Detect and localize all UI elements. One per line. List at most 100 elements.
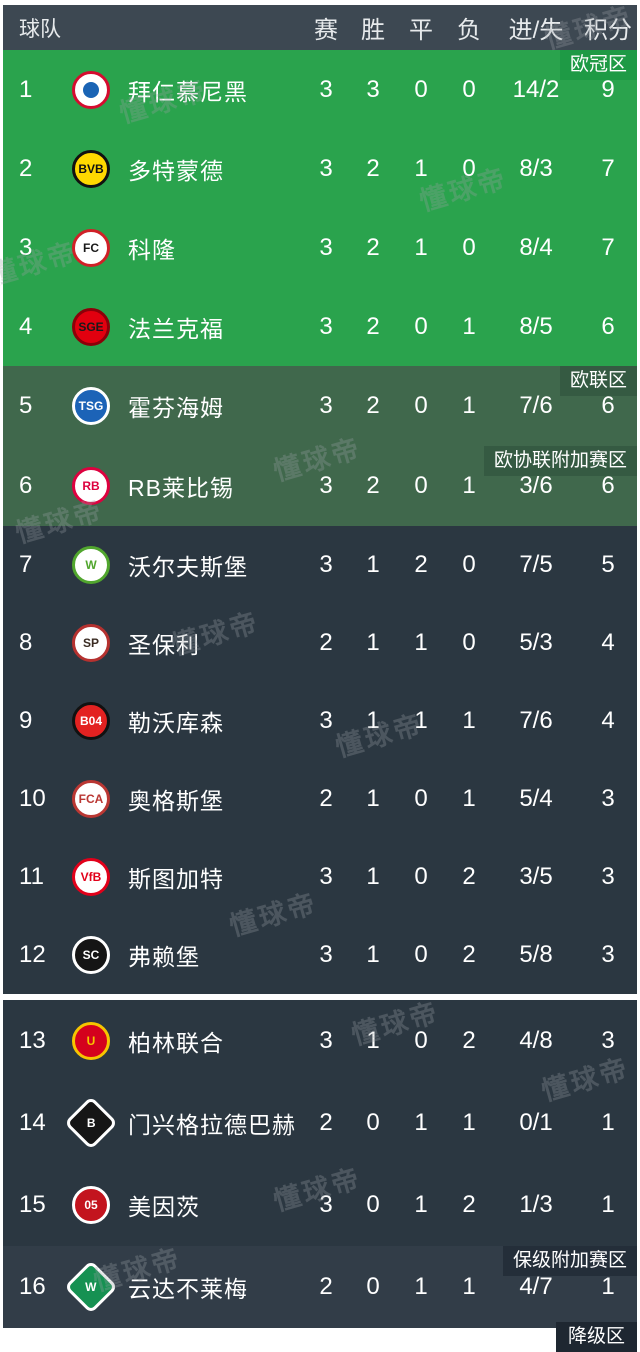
stat-lost: 1 (462, 785, 476, 812)
rank: 14 (19, 1109, 46, 1136)
zone-badge: 欧冠区 (559, 50, 637, 80)
table-row[interactable]: 10 FCA 奥格斯堡 2 1 0 1 5/4 3 (3, 760, 637, 838)
stat-points: 9 (601, 75, 615, 103)
stat-drawn: 1 (414, 154, 428, 182)
stat-lost: 1 (462, 472, 476, 499)
table-row[interactable]: 保级附加赛区 16 W 云达不莱梅 2 0 1 1 4/7 1 (3, 1246, 637, 1328)
table-body: 欧冠区 1 拜仁慕尼黑 3 3 0 0 14/2 9 2 BVB 多特蒙德 3 2 1 0 8/3 7 3 FC 科隆 3… (3, 50, 637, 1328)
stat-played: 3 (319, 1191, 333, 1218)
stat-played: 3 (319, 941, 333, 968)
logo-text: SGE (78, 319, 104, 334)
stat-points: 4 (601, 707, 615, 734)
team-logo: SP (72, 624, 110, 662)
stat-goals: 0/1 (519, 1109, 553, 1136)
stat-goals: 1/3 (519, 1191, 553, 1218)
stat-goals: 8/5 (519, 312, 553, 340)
zone-badge: 欧联区 (559, 366, 637, 396)
team-logo: VfB (72, 858, 110, 896)
stat-won: 1 (366, 551, 380, 578)
stat-won: 3 (366, 75, 380, 103)
stat-lost: 2 (462, 941, 476, 968)
stat-won: 2 (366, 233, 380, 261)
stat-won: 2 (366, 312, 380, 340)
stat-drawn: 0 (414, 1027, 428, 1054)
team-logo: TSG (72, 387, 110, 425)
header-won: 胜 (361, 17, 385, 44)
rank: 3 (19, 233, 33, 261)
stat-drawn: 1 (414, 707, 428, 734)
table-row[interactable]: 3 FC 科隆 3 2 1 0 8/4 7 (3, 208, 637, 287)
stat-lost: 0 (462, 551, 476, 578)
logo-text: BVB (78, 161, 104, 176)
table-row[interactable]: 13 U 柏林联合 3 1 0 2 4/8 3 (3, 1000, 637, 1082)
stat-lost: 1 (462, 1109, 476, 1136)
stat-lost: 0 (462, 75, 476, 103)
stat-lost: 0 (462, 629, 476, 656)
table-row[interactable]: 欧联区 5 TSG 霍芬海姆 3 2 0 1 7/6 6 (3, 366, 637, 446)
stat-points: 3 (601, 785, 615, 812)
stat-played: 3 (319, 707, 333, 734)
stat-drawn: 0 (414, 75, 428, 103)
stat-won: 1 (366, 1027, 380, 1054)
league-table: 球队 赛 胜 平 负 进/失 积分 欧冠区 1 拜仁慕尼黑 3 3 0 0 14/2 9 2 BVB… (3, 5, 637, 1328)
stat-goals: 7/5 (519, 551, 553, 578)
table-row[interactable]: 2 BVB 多特蒙德 3 2 1 0 8/3 7 (3, 129, 637, 208)
rank: 7 (19, 551, 33, 578)
stat-drawn: 0 (414, 312, 428, 340)
logo-text: FCA (78, 792, 104, 806)
table-row[interactable]: 12 SC 弗赖堡 3 1 0 2 5/8 3 (3, 916, 637, 994)
logo-inner-shape (83, 81, 99, 98)
team-logo: FC (72, 228, 110, 267)
team-logo (72, 70, 110, 109)
stat-won: 2 (366, 472, 380, 499)
stat-goals: 8/3 (519, 154, 553, 182)
stat-goals: 5/4 (519, 785, 553, 812)
stat-drawn: 0 (414, 863, 428, 890)
stat-goals: 5/8 (519, 941, 553, 968)
rank: 12 (19, 941, 46, 968)
stat-goals: 14/2 (512, 75, 560, 103)
stat-played: 2 (319, 1109, 333, 1136)
stat-points: 5 (601, 551, 615, 578)
team-logo: 05 (72, 1186, 110, 1224)
table-row[interactable]: 9 B04 勒沃库森 3 1 1 1 7/6 4 (3, 682, 637, 760)
team-logo: U (72, 1022, 110, 1060)
stat-goals: 3/5 (519, 863, 553, 890)
logo-text: TSG (78, 399, 104, 413)
team-logo: B04 (72, 702, 110, 740)
table-row[interactable]: 8 SP 圣保利 2 1 1 0 5/3 4 (3, 604, 637, 682)
table-row[interactable]: 15 05 美因茨 3 0 1 2 1/3 1 (3, 1164, 637, 1246)
stat-points: 7 (601, 154, 615, 182)
rank: 6 (19, 472, 33, 499)
table-row[interactable]: 14 B 门兴格拉德巴赫 2 0 1 1 0/1 1 (3, 1082, 637, 1164)
stat-points: 6 (601, 392, 615, 419)
stat-drawn: 1 (414, 1191, 428, 1218)
table-row[interactable]: 欧协联附加赛区 6 RB RB莱比锡 3 2 0 1 3/6 6 (3, 446, 637, 526)
stat-points: 7 (601, 233, 615, 261)
table-row[interactable]: 欧冠区 1 拜仁慕尼黑 3 3 0 0 14/2 9 (3, 50, 637, 129)
stat-points: 6 (601, 472, 615, 499)
team-logo: W (72, 546, 110, 584)
header-played: 赛 (314, 17, 338, 44)
logo-text: W (85, 1279, 97, 1294)
team-name: 云达不莱梅 (128, 1276, 248, 1302)
table-row[interactable]: 7 W 沃尔夫斯堡 3 1 2 0 7/5 5 (3, 526, 637, 604)
stat-played: 3 (319, 1027, 333, 1054)
rank: 13 (19, 1027, 46, 1054)
stat-goals: 7/6 (519, 392, 553, 419)
stat-played: 2 (319, 1273, 333, 1300)
zone-badge: 欧协联附加赛区 (483, 446, 637, 476)
team-logo: RB (72, 467, 110, 505)
stat-played: 3 (319, 233, 333, 261)
table-row[interactable]: 4 SGE 法兰克福 3 2 0 1 8/5 6 (3, 287, 637, 366)
stat-won: 1 (366, 941, 380, 968)
rank: 4 (19, 312, 33, 340)
logo-text: SC (82, 948, 100, 962)
stat-played: 3 (319, 551, 333, 578)
table-row[interactable]: 11 VfB 斯图加特 3 1 0 2 3/5 3 (3, 838, 637, 916)
stat-goals: 3/6 (519, 472, 553, 499)
logo-text: 05 (84, 1198, 98, 1212)
team-name: 拜仁慕尼黑 (128, 78, 248, 105)
stat-lost: 1 (462, 312, 476, 340)
team-name: 法兰克福 (128, 315, 224, 342)
